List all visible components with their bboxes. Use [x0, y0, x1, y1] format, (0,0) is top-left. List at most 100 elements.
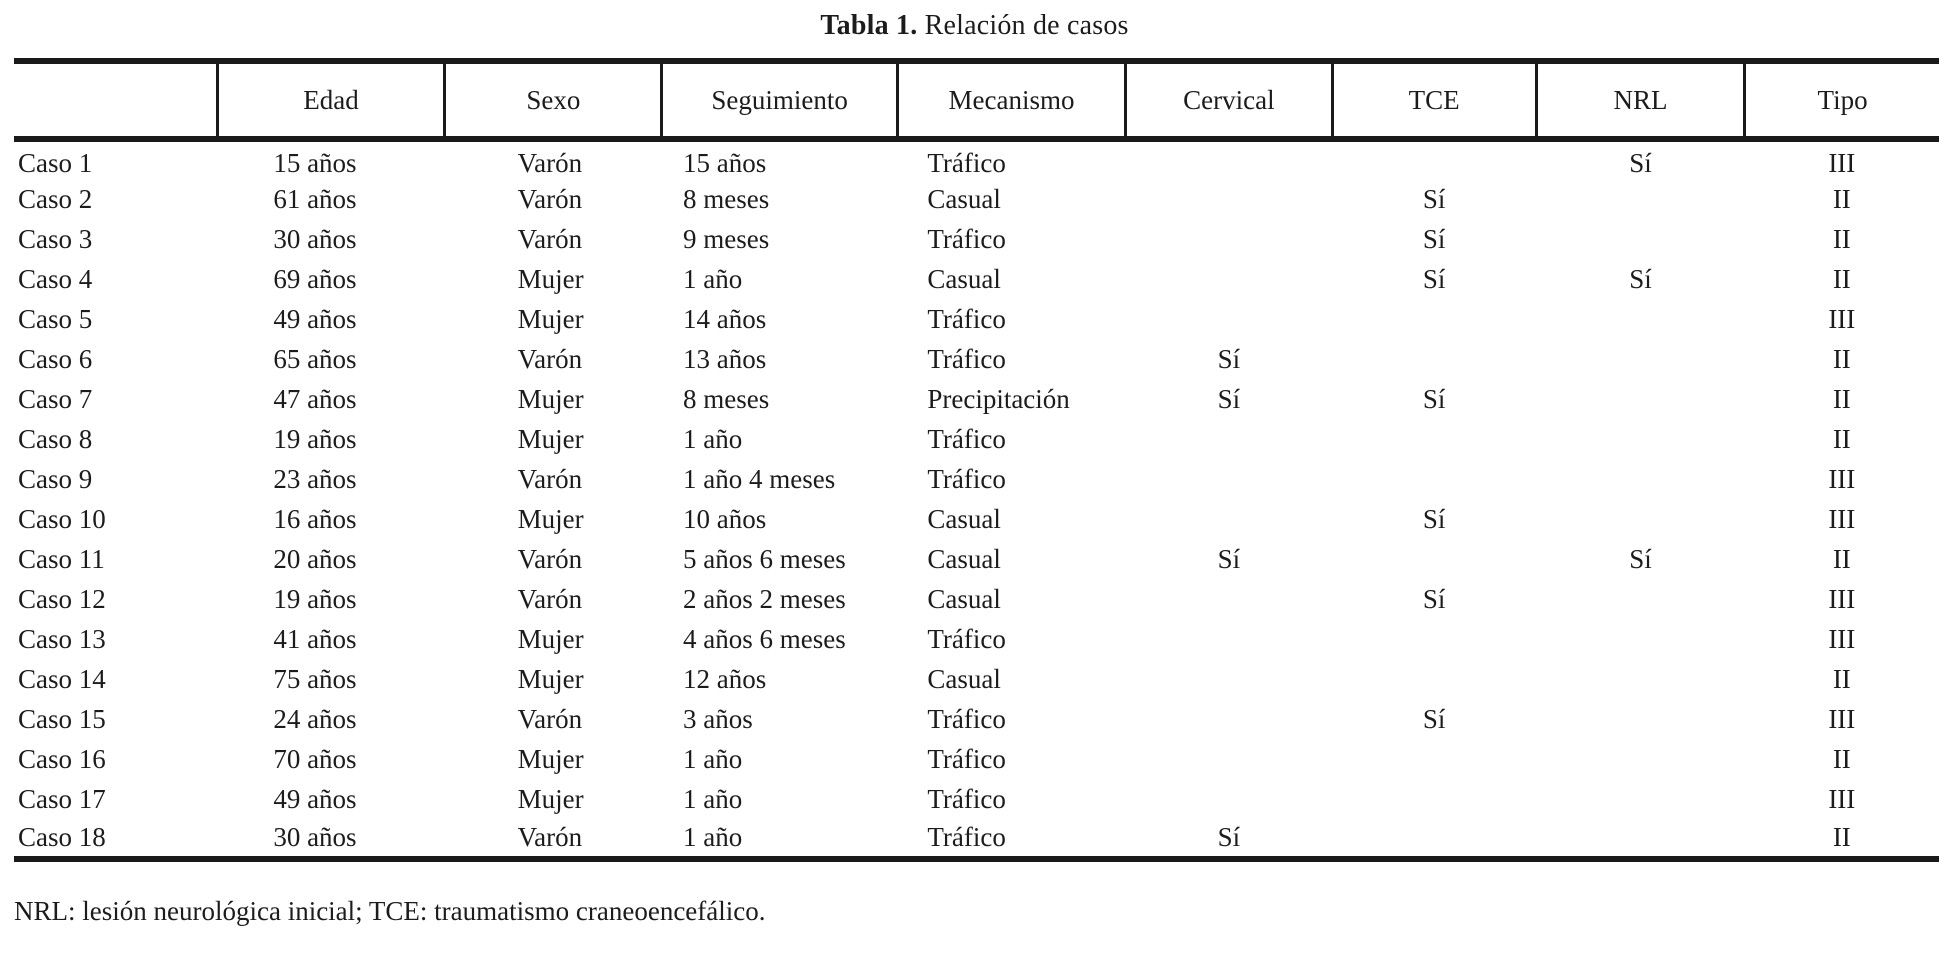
table-title: Tabla 1. Relación de casos — [0, 10, 1949, 42]
cell-tipo: III — [1828, 623, 1856, 654]
cell-mecanismo: Casual — [927, 183, 1001, 214]
cell-seguimiento: 5 años 6 meses — [682, 543, 846, 574]
cell-nrl: Sí — [1629, 148, 1652, 178]
cell-seguimiento: 3 años — [682, 703, 753, 734]
cell-mecanismo: Tráfico — [927, 743, 1006, 774]
cell-tipo: II — [1832, 543, 1851, 574]
cell-tipo: II — [1832, 383, 1851, 414]
cell-tce: Sí — [1422, 583, 1446, 614]
cell-edad: 30 años — [273, 822, 357, 852]
cell-sexo: Mujer — [517, 423, 584, 454]
cell-tipo: II — [1832, 822, 1851, 852]
cell-sexo: Varón — [517, 343, 583, 374]
cell-tce — [1332, 419, 1536, 459]
cell-seguimiento: 14 años — [682, 303, 767, 334]
cell-caso: Caso 8 — [18, 423, 93, 454]
cell-tipo: III — [1828, 148, 1856, 178]
cell-seguimiento: 1 año — [682, 743, 743, 774]
cell-cervical — [1126, 499, 1332, 539]
table-row: Caso 8 19 años Mujer 1 año Tráfico II — [14, 419, 1939, 459]
cell-seguimiento: 2 años 2 meses — [682, 583, 846, 614]
cases-table: Edad Sexo Seguimiento Mecanismo Cervical… — [14, 58, 1939, 862]
cell-seguimiento: 4 años 6 meses — [682, 623, 846, 654]
header-cervical: Cervical — [1124, 61, 1332, 142]
table-caption: Relación de casos — [917, 10, 1129, 41]
cell-tce: Sí — [1422, 183, 1446, 214]
cell-edad: 61 años — [273, 183, 357, 214]
cell-tipo: II — [1832, 743, 1851, 774]
cell-edad: 47 años — [273, 383, 357, 414]
cell-seguimiento: 8 meses — [682, 183, 770, 214]
cell-tce — [1332, 619, 1536, 659]
header-sexo: Sexo — [443, 61, 662, 142]
header-nrl: NRL — [1534, 61, 1745, 142]
cell-edad: 49 años — [273, 303, 357, 334]
cell-sexo: Mujer — [517, 383, 584, 414]
cell-edad: 15 años — [273, 148, 357, 178]
cell-mecanismo: Casual — [927, 503, 1001, 534]
table-header: Edad Sexo Seguimiento Mecanismo Cervical… — [14, 61, 1939, 142]
cell-cervical — [1126, 259, 1332, 299]
cell-tce — [1332, 339, 1536, 379]
cell-caso: Caso 6 — [18, 343, 93, 374]
cell-nrl — [1536, 179, 1744, 219]
table-row: Caso 3 30 años Varón 9 meses Tráfico Sí … — [14, 219, 1939, 259]
cell-cervical — [1126, 619, 1332, 659]
cell-tce — [1332, 659, 1536, 699]
table-row: Caso 7 47 años Mujer 8 meses Precipitaci… — [14, 379, 1939, 419]
header-tce: TCE — [1330, 61, 1537, 142]
cell-cervical — [1126, 739, 1332, 779]
cell-sexo: Mujer — [517, 663, 584, 694]
cell-sexo: Mujer — [517, 263, 584, 294]
cell-mecanismo: Tráfico — [927, 223, 1006, 254]
cell-caso: Caso 17 — [18, 783, 106, 814]
table-row: Caso 9 23 años Varón 1 año 4 meses Tráfi… — [14, 459, 1939, 499]
cell-caso: Caso 11 — [18, 543, 105, 574]
cell-mecanismo: Casual — [927, 543, 1001, 574]
table-row: Caso 12 19 años Varón 2 años 2 meses Cas… — [14, 579, 1939, 619]
cell-tce — [1332, 779, 1536, 819]
cell-seguimiento: 1 año — [682, 822, 743, 852]
table-row: Caso 2 61 años Varón 8 meses Casual Sí I… — [14, 179, 1939, 219]
cell-sexo: Varón — [517, 583, 583, 614]
cell-seguimiento: 9 meses — [682, 223, 770, 254]
cell-sexo: Mujer — [517, 783, 584, 814]
table-number: Tabla 1. — [820, 10, 918, 41]
cell-caso: Caso 1 — [18, 148, 93, 178]
cell-seguimiento: 15 años — [682, 148, 767, 178]
cell-tipo: II — [1832, 423, 1851, 454]
cell-edad: 19 años — [273, 583, 357, 614]
cell-seguimiento: 1 año — [682, 263, 743, 294]
cell-mecanismo: Casual — [927, 663, 1001, 694]
cell-sexo: Varón — [517, 822, 583, 852]
cell-edad: 69 años — [273, 263, 357, 294]
cell-tipo: II — [1832, 343, 1851, 374]
cell-sexo: Varón — [517, 183, 583, 214]
table-row: Caso 17 49 años Mujer 1 año Tráfico III — [14, 779, 1939, 819]
cell-edad: 24 años — [273, 703, 357, 734]
table-footnote: NRL: lesión neurológica inicial; TCE: tr… — [14, 896, 766, 926]
cell-nrl — [1536, 779, 1744, 819]
cell-tipo: II — [1832, 263, 1851, 294]
cell-tce — [1332, 139, 1536, 179]
cell-caso: Caso 15 — [18, 703, 106, 734]
header-caso — [14, 61, 218, 142]
cell-sexo: Mujer — [517, 743, 584, 774]
cell-cervical — [1126, 459, 1332, 499]
cell-caso: Caso 13 — [18, 623, 106, 654]
cell-cervical — [1126, 579, 1332, 619]
cell-nrl — [1536, 339, 1744, 379]
cell-mecanismo: Tráfico — [927, 783, 1006, 814]
table-row: Caso 14 75 años Mujer 12 años Casual II — [14, 659, 1939, 699]
cell-caso: Caso 14 — [18, 663, 106, 694]
cell-edad: 23 años — [273, 463, 357, 494]
cell-tce: Sí — [1422, 503, 1446, 534]
cell-nrl — [1536, 659, 1744, 699]
cell-sexo: Varón — [517, 703, 583, 734]
cell-cervical: Sí — [1217, 543, 1241, 574]
cell-tce: Sí — [1422, 263, 1446, 294]
table-row: Caso 6 65 años Varón 13 años Tráfico Sí … — [14, 339, 1939, 379]
cell-seguimiento: 13 años — [682, 343, 767, 374]
cell-caso: Caso 16 — [18, 743, 106, 774]
table-row: Caso 4 69 años Mujer 1 año Casual Sí Sí … — [14, 259, 1939, 299]
